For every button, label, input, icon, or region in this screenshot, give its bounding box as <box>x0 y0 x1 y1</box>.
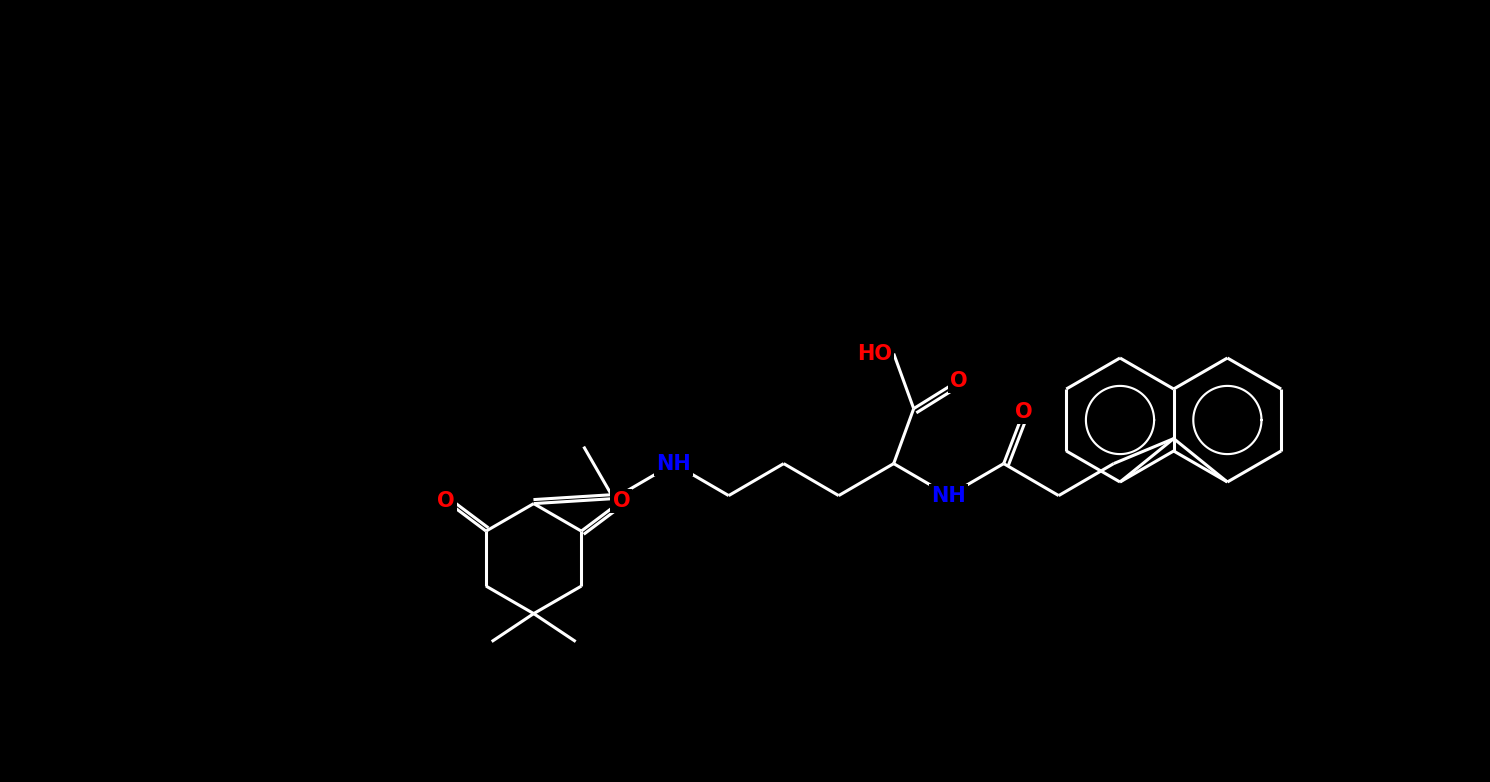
Text: O: O <box>1015 402 1033 421</box>
Text: HO: HO <box>857 343 891 364</box>
Text: O: O <box>612 491 630 511</box>
Text: O: O <box>437 491 454 511</box>
Text: NH: NH <box>931 486 966 506</box>
Text: NH: NH <box>656 454 691 474</box>
Text: O: O <box>951 371 967 390</box>
